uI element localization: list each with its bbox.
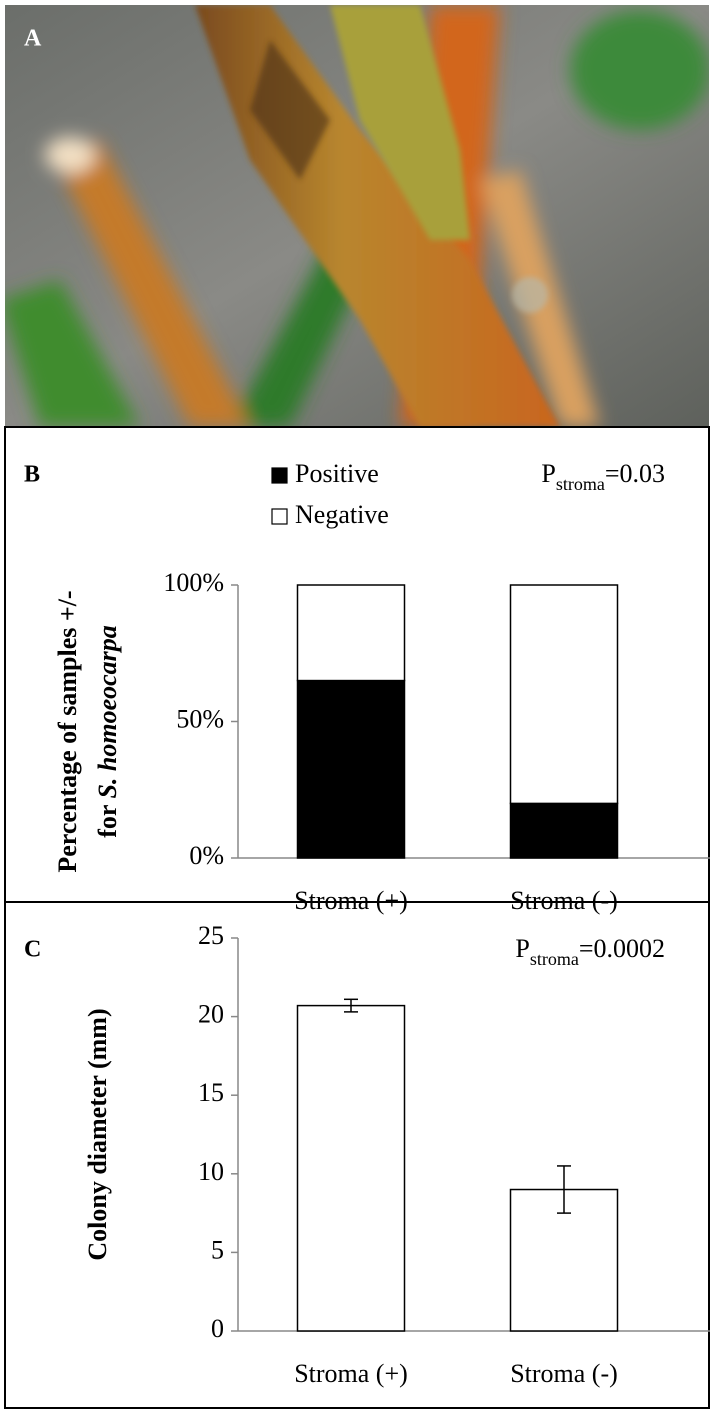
p-value-annotation: Pstroma=0.0002: [515, 934, 665, 969]
x-tick-label: Stroma (-): [510, 886, 618, 915]
p-value-annotation: Pstroma=0.03: [541, 459, 665, 494]
x-tick-label: Stroma (+): [294, 1359, 408, 1388]
y-axis-title-italic: S. homoeocarpa: [93, 625, 122, 798]
y-tick-label: 15: [198, 1078, 224, 1107]
y-axis-title: Colony diameter (mm): [83, 1008, 112, 1260]
photo: A: [5, 5, 709, 427]
bar-segment: [509, 802, 619, 859]
bar-segment: [296, 679, 406, 859]
p-subscript: stroma: [556, 474, 605, 494]
y-tick-label: 0%: [189, 841, 224, 870]
y-tick-label: 20: [198, 1000, 224, 1029]
p-value: =0.0002: [579, 934, 665, 963]
y-tick-label: 0: [211, 1314, 224, 1343]
y-tick-label: 10: [198, 1157, 224, 1186]
y-axis-title-part: for: [93, 805, 122, 838]
error-bar: [344, 998, 358, 1013]
panel-label: C: [24, 937, 41, 963]
y-axis-title: Percentage of samples +/-: [53, 590, 82, 872]
error-bar: [557, 1165, 571, 1214]
panel-border: [4, 901, 710, 1409]
x-tick-label: Stroma (+): [294, 886, 408, 915]
p-symbol: P: [541, 459, 555, 488]
y-axis-title: for S. homoeocarpa: [93, 625, 122, 838]
y-tick-label: 5: [211, 1235, 224, 1264]
y-tick-label: 100%: [163, 568, 224, 597]
bar-segment: [509, 584, 619, 805]
p-value: =0.03: [605, 459, 665, 488]
p-symbol: P: [515, 934, 529, 963]
bar-segment: [296, 584, 406, 682]
legend-label: Negative: [295, 500, 389, 529]
x-tick-label: Stroma (-): [510, 1359, 618, 1388]
legend-label: Positive: [295, 459, 379, 488]
panel-label: A: [24, 26, 42, 52]
panel-label: B: [24, 462, 40, 488]
y-tick-label: 25: [198, 921, 224, 950]
p-subscript: stroma: [530, 949, 579, 969]
y-tick-label: 50%: [176, 704, 224, 733]
bar: [296, 1004, 406, 1332]
legend-swatch: [271, 508, 288, 525]
legend-swatch: [271, 467, 288, 484]
